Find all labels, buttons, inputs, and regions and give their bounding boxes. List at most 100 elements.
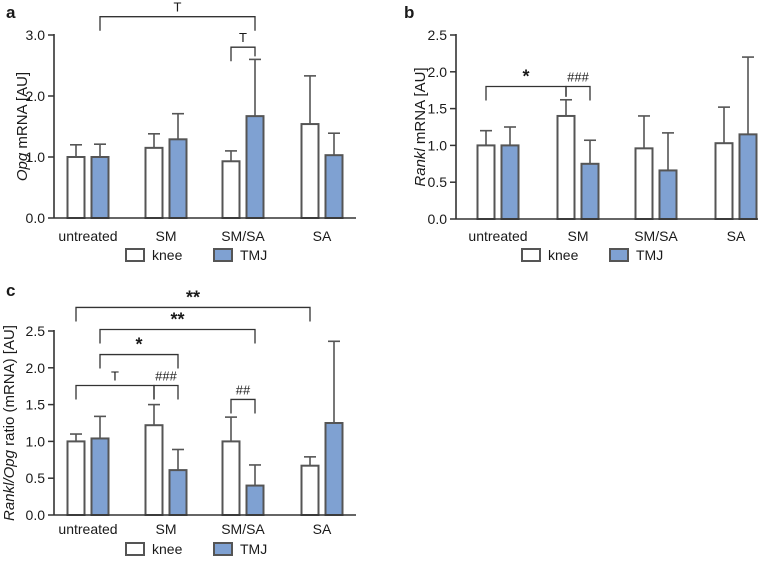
y-axis-title-unit: ratio (mRNA) [AU] <box>1 325 18 450</box>
y-tick-label: 1.5 <box>26 397 46 413</box>
y-tick-label: 1.0 <box>428 137 448 153</box>
y-tick-label: 2.5 <box>26 323 46 339</box>
significance-bracket <box>99 353 179 369</box>
panel-a: a 0.0 1.0 2.0 3.0 untreated SM SM/SA SA Opg mRNA … <box>6 0 356 263</box>
bar-tmj <box>245 115 265 219</box>
x-tick-label: SA <box>313 521 332 537</box>
legend-swatch-tmj <box>213 248 233 262</box>
significance-bracket <box>485 85 567 101</box>
significance-bracket <box>99 16 256 31</box>
bar-tmj <box>168 469 188 517</box>
y-axis-title: Opg mRNA [AU] <box>14 72 31 181</box>
legend-label-tmj: TMJ <box>240 541 267 557</box>
y-tick-label: 2.0 <box>428 64 448 80</box>
bar-tmj <box>658 169 678 220</box>
bar-tmj <box>500 144 520 220</box>
panel-letter: c <box>6 281 15 300</box>
y-tick-label: 2.0 <box>26 88 46 104</box>
panel-letter: b <box>404 3 414 22</box>
bar-knee <box>221 440 241 516</box>
significance-label: ** <box>186 287 200 307</box>
y-tick-label: 0.5 <box>428 174 448 190</box>
y-axis-title: Rankl/Opg ratio (mRNA) [AU] <box>1 325 18 521</box>
bar-knee <box>714 142 734 220</box>
x-tick-label: SM <box>568 228 589 244</box>
legend-label-knee: knee <box>152 247 183 263</box>
y-tick-label: 0.0 <box>26 210 46 226</box>
bar-tmj <box>324 422 344 516</box>
legend-label-tmj: TMJ <box>240 247 267 263</box>
legend-swatch-tmj <box>213 542 233 556</box>
significance-bracket <box>75 306 311 322</box>
y-axis-title-gene: Opg <box>14 152 31 181</box>
y-tick-label: 0.5 <box>26 470 46 486</box>
legend: knee TMJ <box>125 247 267 263</box>
significance-label: T <box>174 0 182 15</box>
bar-knee <box>144 146 164 220</box>
significance-label: ### <box>567 70 589 85</box>
significance-bracket <box>230 398 256 414</box>
panel-letter: a <box>6 3 16 22</box>
significance-label: ## <box>236 382 251 397</box>
x-tick-label: SM <box>156 521 177 537</box>
significance-bracket <box>153 384 179 400</box>
legend-swatch-knee <box>125 542 145 556</box>
bar-tmj <box>580 162 600 221</box>
significance-label: ** <box>170 310 184 330</box>
legend: knee TMJ <box>125 541 267 557</box>
y-axis-title-gene: Rankl <box>412 148 429 187</box>
bar-tmj <box>324 154 344 219</box>
bar-tmj <box>90 437 110 516</box>
significance-label: * <box>135 335 142 355</box>
bar-knee <box>476 144 496 220</box>
x-tick-label: untreated <box>468 228 527 244</box>
x-tick-label: untreated <box>58 228 117 244</box>
legend-label-knee: knee <box>548 247 579 263</box>
bar-knee <box>300 464 320 516</box>
y-tick-label: 1.5 <box>428 101 448 117</box>
y-axis-title-gene: Rankl/Opg <box>1 449 18 521</box>
x-tick-label: SM/SA <box>634 228 678 244</box>
y-axis-title-unit: mRNA [AU] <box>412 67 429 148</box>
x-tick-label: SM/SA <box>221 228 265 244</box>
legend-label-knee: knee <box>152 541 183 557</box>
y-tick-label: 0.0 <box>428 211 448 227</box>
y-tick-label: 1.0 <box>26 433 46 449</box>
significance-label: * <box>522 67 529 87</box>
y-tick-label: 0.0 <box>26 507 46 523</box>
bar-tmj <box>738 133 758 220</box>
y-tick-label: 2.0 <box>26 360 46 376</box>
x-tick-label: SM <box>156 228 177 244</box>
x-tick-label: SA <box>727 228 746 244</box>
bar-tmj <box>90 156 110 219</box>
y-axis-title-unit: mRNA [AU] <box>14 72 31 153</box>
panel-b: b 0.0 0.5 1.0 1.5 2.0 2.5 untreated SM SM/SA SA Ran… <box>404 3 758 263</box>
significance-label: T <box>111 368 119 383</box>
bar-tmj <box>245 484 265 516</box>
legend-swatch-tmj <box>609 248 629 262</box>
significance-label: ### <box>155 368 177 383</box>
significance-bracket <box>230 46 256 62</box>
y-tick-label: 2.5 <box>428 27 448 43</box>
significance-bracket <box>99 328 256 344</box>
panel-c: c 0.0 0.5 1.0 1.5 2.0 2.5 untreated SM SM/SA SA Ran… <box>1 281 356 557</box>
bar-knee <box>66 440 86 516</box>
legend: knee TMJ <box>521 247 663 263</box>
x-tick-label: SA <box>313 228 332 244</box>
bar-knee <box>144 424 164 517</box>
x-tick-label: SM/SA <box>221 521 265 537</box>
legend-swatch-knee <box>521 248 541 262</box>
legend-swatch-knee <box>125 248 145 262</box>
legend-label-tmj: TMJ <box>636 247 663 263</box>
significance-bracket <box>565 85 591 101</box>
bar-knee <box>556 114 576 220</box>
significance-label: T <box>239 30 247 45</box>
y-tick-label: 3.0 <box>26 27 46 43</box>
bar-knee <box>221 160 241 220</box>
bar-knee <box>66 156 86 219</box>
bar-knee <box>300 123 320 219</box>
bar-knee <box>634 147 654 220</box>
y-axis-title: Rankl mRNA [AU] <box>412 67 429 186</box>
x-tick-label: untreated <box>58 521 117 537</box>
